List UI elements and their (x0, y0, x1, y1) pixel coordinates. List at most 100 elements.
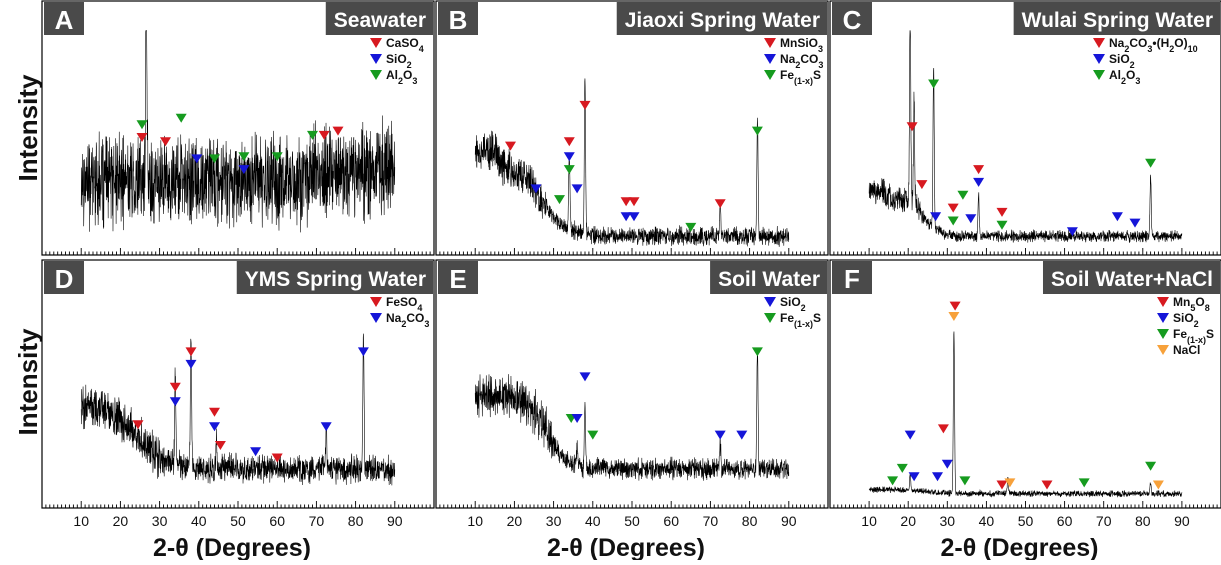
legend-marker-red (1093, 38, 1105, 48)
peak-marker-green (307, 130, 318, 140)
panel-letter-badge (832, 261, 872, 294)
legend-entry: CaSO4 (386, 36, 424, 54)
peak-marker-red (185, 347, 197, 357)
legend-marker-blue (1093, 54, 1105, 64)
peak-marker-blue (1066, 227, 1078, 237)
peak-marker-blue (620, 212, 632, 222)
peak-marker-green (587, 430, 599, 440)
panel-frame (829, 0, 1221, 256)
peak-marker-blue (357, 347, 369, 357)
panel-title: Wulai Spring Water (1022, 9, 1213, 32)
legend-marker-red (370, 38, 382, 48)
x-axis-ticks (833, 248, 1218, 255)
diffraction-pattern (868, 331, 1183, 498)
x-tick-label: 70 (309, 513, 325, 529)
panel-letter: B (449, 5, 468, 35)
x-tick-label: 20 (113, 513, 129, 529)
peak-marker-green (238, 152, 250, 162)
panel-letter-badge (438, 261, 478, 294)
peak-marker-green (563, 165, 575, 175)
peak-marker-green (209, 154, 220, 164)
peak-marker-green (554, 195, 565, 205)
panel-letter-badge (438, 2, 478, 35)
panel-letter-badge (44, 261, 84, 294)
legend-entry: Fe(1-x)S (1173, 327, 1214, 345)
panel-title-badge (1042, 261, 1220, 294)
peak-marker-green (1145, 461, 1157, 471)
peak-marker-orange (1004, 478, 1016, 488)
legend-marker-blue (764, 54, 776, 64)
x-tick-label: 80 (742, 513, 758, 529)
peak-marker-blue (571, 414, 583, 423)
x-axis-ticks (45, 501, 431, 508)
peak-marker-red (973, 165, 985, 175)
x-tick-label: 60 (1057, 513, 1073, 529)
peak-marker-green (1078, 478, 1090, 488)
x-axis-ticks (45, 248, 431, 255)
peak-marker-blue (628, 212, 640, 222)
panel-title-badge (325, 2, 433, 35)
peak-marker-red (937, 424, 949, 434)
panel-letter-badge (832, 2, 872, 35)
x-tick-label: 70 (703, 513, 719, 529)
peak-marker-blue (930, 212, 942, 222)
panel-title-badge (710, 261, 827, 294)
diffraction-pattern (80, 333, 396, 486)
peak-marker-red (620, 197, 632, 207)
peak-marker-red (332, 126, 344, 136)
peak-marker-blue (941, 459, 953, 469)
peak-marker-orange (1152, 480, 1164, 490)
peak-marker-blue (1129, 218, 1141, 228)
peak-marker-green (751, 347, 763, 357)
peak-marker-green (896, 463, 908, 473)
legend-marker-green (1093, 70, 1105, 80)
x-tick-label: 80 (1135, 513, 1151, 529)
panel-letter: D (55, 264, 74, 294)
peak-marker-red (1041, 480, 1053, 490)
peak-marker-red (628, 197, 640, 207)
peak-marker-green (685, 222, 697, 232)
peak-marker-green (271, 152, 283, 162)
peak-marker-red (996, 207, 1008, 217)
peak-marker-blue (736, 430, 748, 440)
x-tick-label: 90 (781, 513, 797, 529)
panel-letter-badge (44, 2, 84, 35)
peak-marker-green (996, 220, 1008, 230)
x-tick-label: 30 (940, 513, 956, 529)
x-tick-label: 80 (348, 513, 364, 529)
peak-marker-blue (579, 372, 591, 382)
peak-marker-blue (185, 359, 197, 369)
x-tick-label: 20 (507, 513, 523, 529)
panel-c: C Wulai Spring Water Na2CO3•(H2O)10SiO2Al2… (829, 0, 1221, 256)
legend-marker-green (764, 313, 776, 323)
legend-entry: Mn5O8 (1173, 295, 1210, 313)
panel-title: Soil Water+NaCl (1051, 268, 1213, 291)
peak-marker-blue (320, 422, 332, 432)
peak-marker-green (136, 120, 148, 130)
x-tick-label: 60 (663, 513, 679, 529)
peak-marker-red (132, 420, 144, 430)
x-axis-label: 2-θ (Degrees) (940, 534, 1098, 560)
peak-marker-red (169, 382, 181, 392)
peak-marker-green (1145, 158, 1157, 168)
peak-marker-green (887, 476, 899, 486)
legend-marker-green (370, 70, 382, 80)
peak-marker-red (271, 453, 283, 463)
peak-marker-red (916, 180, 928, 190)
peak-marker-red (714, 199, 726, 209)
legend-entry: SiO2 (386, 52, 412, 70)
panel-title-badge (1013, 2, 1220, 35)
peak-marker-red (947, 203, 959, 213)
x-axis-ticks (833, 501, 1218, 508)
diffraction-pattern (474, 347, 790, 481)
panel-letter: F (844, 264, 860, 294)
diffraction-pattern (474, 78, 790, 247)
